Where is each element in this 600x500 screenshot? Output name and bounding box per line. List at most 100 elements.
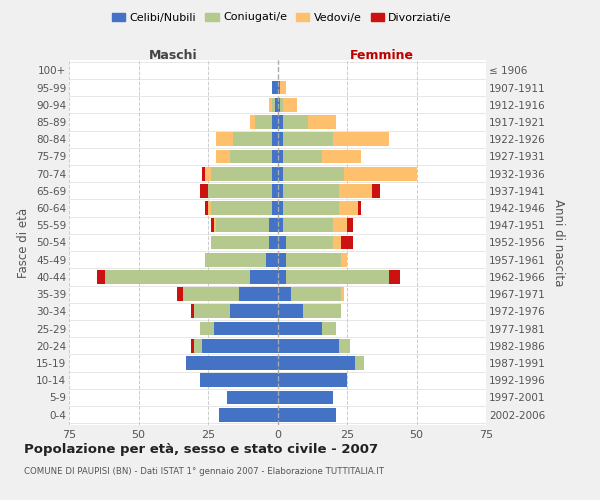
Bar	[211, 218, 214, 232]
Bar	[272, 132, 277, 146]
Bar	[205, 253, 266, 266]
Bar	[200, 322, 214, 336]
Bar	[283, 166, 344, 180]
Bar	[211, 236, 269, 250]
Bar	[286, 253, 341, 266]
Bar	[205, 201, 208, 215]
Y-axis label: Fasce di età: Fasce di età	[17, 208, 31, 278]
Bar	[308, 115, 336, 129]
Bar	[277, 201, 283, 215]
Bar	[272, 98, 275, 112]
Text: COMUNE DI PAUPISI (BN) - Dati ISTAT 1° gennaio 2007 - Elaborazione TUTTITALIA.IT: COMUNE DI PAUPISI (BN) - Dati ISTAT 1° g…	[24, 468, 384, 476]
Bar	[333, 218, 347, 232]
Bar	[214, 218, 217, 232]
Bar	[272, 115, 277, 129]
Bar	[283, 184, 338, 198]
Bar	[277, 150, 283, 164]
Bar	[250, 115, 255, 129]
Bar	[358, 201, 361, 215]
Bar	[272, 80, 277, 94]
Bar	[230, 304, 277, 318]
Bar	[194, 304, 230, 318]
Bar	[266, 253, 277, 266]
Bar	[219, 408, 277, 422]
Bar	[217, 218, 269, 232]
Bar	[202, 166, 205, 180]
Bar	[277, 356, 355, 370]
Bar	[217, 150, 230, 164]
Y-axis label: Anni di nascita: Anni di nascita	[552, 199, 565, 286]
Bar	[347, 218, 353, 232]
Bar	[277, 390, 333, 404]
Bar	[186, 356, 277, 370]
Bar	[322, 150, 361, 164]
Bar	[277, 253, 286, 266]
Bar	[272, 201, 277, 215]
Bar	[277, 304, 302, 318]
Bar	[277, 166, 283, 180]
Bar	[272, 166, 277, 180]
Bar	[277, 288, 292, 301]
Bar	[208, 184, 272, 198]
Bar	[277, 184, 283, 198]
Bar	[355, 356, 364, 370]
Bar	[250, 270, 277, 284]
Bar	[208, 201, 211, 215]
Bar	[194, 339, 202, 352]
Bar	[272, 150, 277, 164]
Bar	[200, 374, 277, 387]
Bar	[338, 339, 350, 352]
Bar	[341, 236, 353, 250]
Bar	[292, 288, 341, 301]
Bar	[277, 270, 286, 284]
Bar	[283, 98, 297, 112]
Bar	[191, 339, 194, 352]
Text: Popolazione per età, sesso e stato civile - 2007: Popolazione per età, sesso e stato civil…	[24, 442, 378, 456]
Bar	[283, 150, 322, 164]
Bar	[277, 98, 280, 112]
Bar	[283, 132, 333, 146]
Bar	[283, 115, 308, 129]
Text: Maschi: Maschi	[149, 48, 197, 62]
Bar	[200, 184, 208, 198]
Bar	[338, 201, 358, 215]
Bar	[277, 408, 336, 422]
Bar	[211, 201, 272, 215]
Bar	[277, 132, 283, 146]
Bar	[280, 80, 286, 94]
Bar	[214, 322, 277, 336]
Bar	[211, 166, 272, 180]
Bar	[277, 115, 283, 129]
Bar	[389, 270, 400, 284]
Bar	[277, 322, 322, 336]
Bar	[286, 270, 389, 284]
Bar	[233, 132, 272, 146]
Bar	[277, 218, 283, 232]
Bar	[269, 218, 277, 232]
Bar	[277, 80, 280, 94]
Text: Femmine: Femmine	[350, 48, 414, 62]
Bar	[269, 236, 277, 250]
Bar	[341, 253, 347, 266]
Bar	[97, 270, 105, 284]
Bar	[105, 270, 250, 284]
Bar	[277, 236, 286, 250]
Bar	[277, 339, 338, 352]
Bar	[239, 288, 277, 301]
Bar	[202, 339, 277, 352]
Bar	[372, 184, 380, 198]
Bar	[286, 236, 333, 250]
Bar	[272, 184, 277, 198]
Bar	[338, 184, 372, 198]
Legend: Celibi/Nubili, Coniugati/e, Vedovi/e, Divorziati/e: Celibi/Nubili, Coniugati/e, Vedovi/e, Di…	[107, 8, 457, 27]
Bar	[178, 288, 183, 301]
Bar	[183, 288, 239, 301]
Bar	[344, 166, 416, 180]
Bar	[283, 218, 333, 232]
Bar	[333, 132, 389, 146]
Bar	[269, 98, 272, 112]
Bar	[333, 236, 341, 250]
Bar	[341, 288, 344, 301]
Bar	[280, 98, 283, 112]
Bar	[205, 166, 211, 180]
